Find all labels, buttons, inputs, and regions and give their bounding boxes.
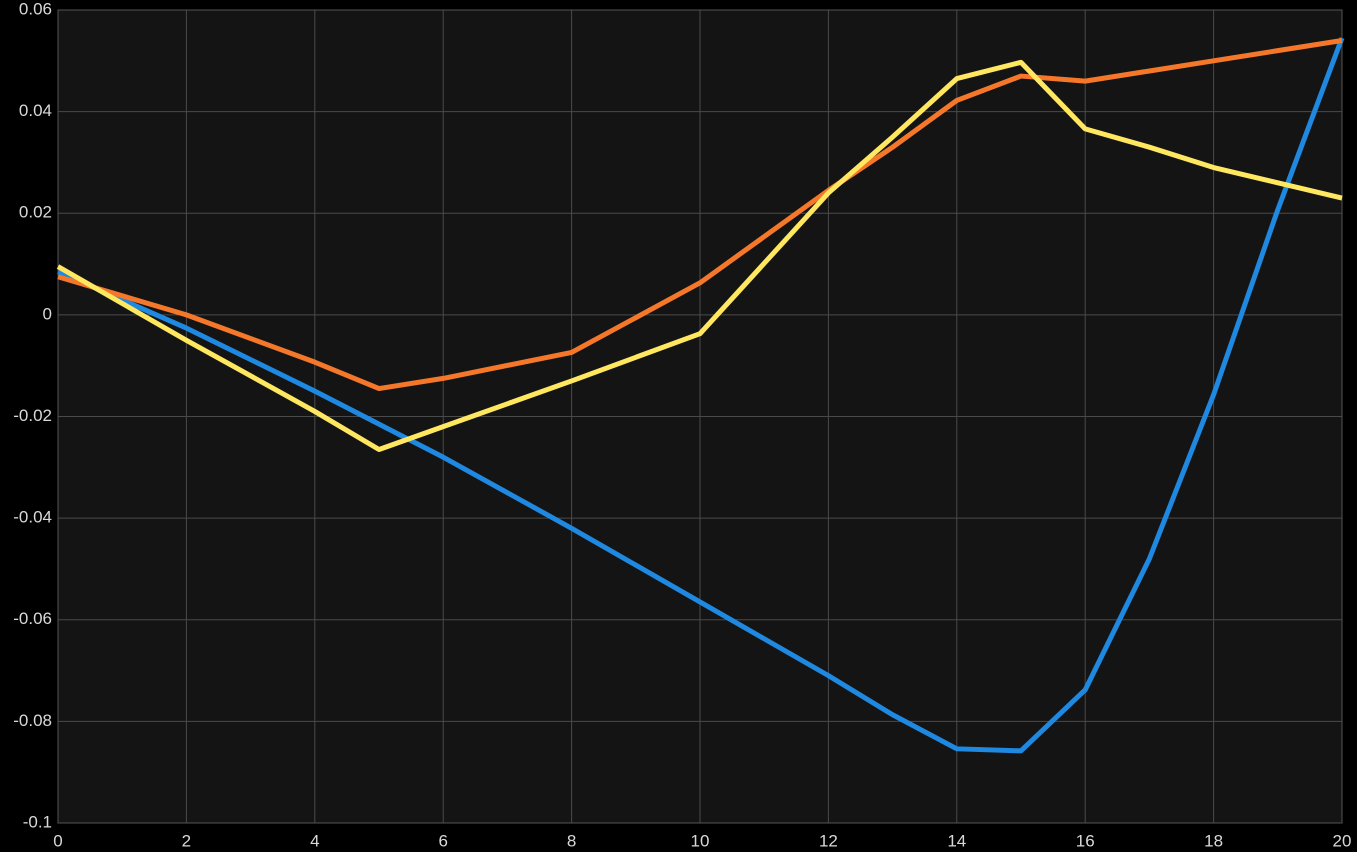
x-tick-label: 2 (182, 831, 191, 850)
x-tick-label: 18 (1204, 831, 1223, 850)
y-tick-label: -0.02 (13, 406, 52, 425)
x-tick-label: 12 (819, 831, 838, 850)
y-tick-label: -0.06 (13, 609, 52, 628)
plot-border (57, 9, 1343, 824)
line-series (56, 59, 1343, 453)
x-tick-label: 20 (1333, 831, 1352, 850)
x-tick-label: 14 (947, 831, 966, 850)
y-tick-label: -0.04 (13, 508, 52, 527)
y-tick-label: -0.08 (13, 711, 52, 730)
x-tick-label: 6 (438, 831, 447, 850)
x-tick-label: 16 (1076, 831, 1095, 850)
x-tick-label: 0 (53, 831, 62, 850)
y-tick-label: 0 (43, 304, 52, 323)
x-tick-label: 10 (691, 831, 710, 850)
x-tick-label: 8 (567, 831, 576, 850)
y-tick-label: 0.02 (19, 203, 52, 222)
y-tick-label: -0.1 (23, 812, 52, 831)
y-tick-label: 0.04 (19, 101, 52, 120)
x-tick-label: 4 (310, 831, 319, 850)
y-tick-label: 0.06 (19, 0, 52, 18)
line-series (56, 37, 1345, 754)
line-series (57, 38, 1343, 392)
